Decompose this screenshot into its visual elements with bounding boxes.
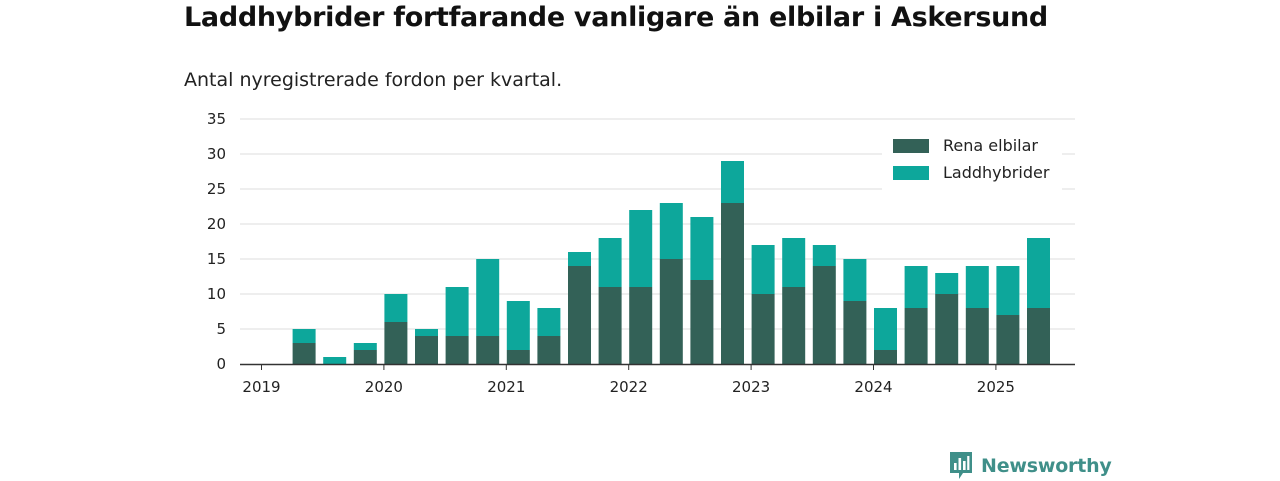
y-tick-label: 30	[207, 145, 226, 163]
x-tick-label: 2022	[610, 378, 648, 396]
bar-rena-elbilar	[568, 266, 591, 364]
chart-title: Laddhybrider fortfarande vanligare än el…	[184, 2, 1048, 33]
bar-rena-elbilar	[935, 294, 959, 364]
legend-label: Rena elbilar	[943, 136, 1038, 155]
bar-laddhybrider	[568, 252, 591, 266]
bar-rena-elbilar	[812, 266, 836, 364]
bar-laddhybrider	[965, 266, 989, 308]
x-tick-label: 2025	[977, 378, 1015, 396]
bar-laddhybrider	[292, 329, 316, 343]
legend-swatch	[893, 166, 929, 180]
y-tick-label: 10	[207, 285, 226, 303]
bar-laddhybrider	[353, 343, 377, 350]
bar-laddhybrider	[384, 294, 408, 322]
bar-rena-elbilar	[537, 336, 561, 364]
y-tick-label: 25	[207, 180, 226, 198]
bar-laddhybrider	[721, 161, 744, 203]
newsworthy-icon	[950, 452, 972, 479]
x-axis: 2019 2020 2021 2022 2023 2024 2025	[240, 363, 1075, 396]
legend-label: Laddhybrider	[943, 163, 1050, 182]
bar-rena-elbilar	[384, 322, 408, 364]
chart-subtitle: Antal nyregistrerade fordon per kvartal.	[184, 69, 563, 91]
bar-rena-elbilar	[506, 350, 530, 364]
legend: Rena elbilar Laddhybrider	[882, 126, 1062, 190]
bar-laddhybrider	[537, 308, 561, 336]
bar-laddhybrider	[904, 266, 928, 308]
newsworthy-logo: Newsworthy	[948, 451, 1112, 481]
bar-laddhybrider	[629, 210, 653, 287]
bar-rena-elbilar	[904, 308, 928, 364]
bar-laddhybrider	[935, 273, 959, 294]
bar-rena-elbilar	[353, 350, 377, 364]
bar-rena-elbilar	[996, 315, 1020, 364]
legend-swatch	[893, 139, 929, 153]
bar-laddhybrider	[476, 259, 500, 336]
bar-laddhybrider	[506, 301, 530, 350]
bar-laddhybrider	[1027, 238, 1050, 308]
bar-laddhybrider	[843, 259, 867, 301]
bar-rena-elbilar	[721, 203, 744, 364]
bar-laddhybrider	[659, 203, 683, 259]
y-tick-label: 15	[207, 250, 226, 268]
bar-laddhybrider	[812, 245, 836, 266]
bar-rena-elbilar	[751, 294, 775, 364]
y-tick-label: 35	[207, 110, 226, 128]
y-tick-label: 20	[207, 215, 226, 233]
bar-rena-elbilar	[690, 280, 714, 364]
bar-rena-elbilar	[965, 308, 989, 364]
x-tick-label: 2020	[365, 378, 403, 396]
bar-rena-elbilar	[445, 336, 469, 364]
bar-laddhybrider	[874, 308, 897, 350]
x-tick-label: 2023	[732, 378, 770, 396]
bar-rena-elbilar	[598, 287, 622, 364]
bar-laddhybrider	[415, 329, 438, 336]
bar-rena-elbilar	[782, 287, 806, 364]
bars	[292, 161, 1050, 364]
bar-laddhybrider	[996, 266, 1020, 315]
bar-laddhybrider	[690, 217, 714, 280]
y-tick-label: 5	[216, 320, 226, 338]
bar-rena-elbilar	[843, 301, 867, 364]
x-tick-label: 2019	[242, 378, 280, 396]
bar-rena-elbilar	[874, 350, 897, 364]
bar-rena-elbilar	[1027, 308, 1050, 364]
bar-rena-elbilar	[476, 336, 500, 364]
y-axis-tick-labels: 0 5 10 15 20 25 30 35	[207, 110, 226, 373]
x-tick-label: 2021	[487, 378, 525, 396]
brand-name: Newsworthy	[981, 455, 1112, 477]
x-tick-label: 2024	[854, 378, 892, 396]
bar-laddhybrider	[323, 357, 347, 364]
bar-rena-elbilar	[659, 259, 683, 364]
bar-laddhybrider	[598, 238, 622, 287]
bar-rena-elbilar	[629, 287, 653, 364]
bar-rena-elbilar	[415, 336, 438, 364]
bar-laddhybrider	[782, 238, 806, 287]
bar-laddhybrider	[445, 287, 469, 336]
bar-rena-elbilar	[292, 343, 316, 364]
y-tick-label: 0	[216, 355, 226, 373]
bar-laddhybrider	[751, 245, 775, 294]
